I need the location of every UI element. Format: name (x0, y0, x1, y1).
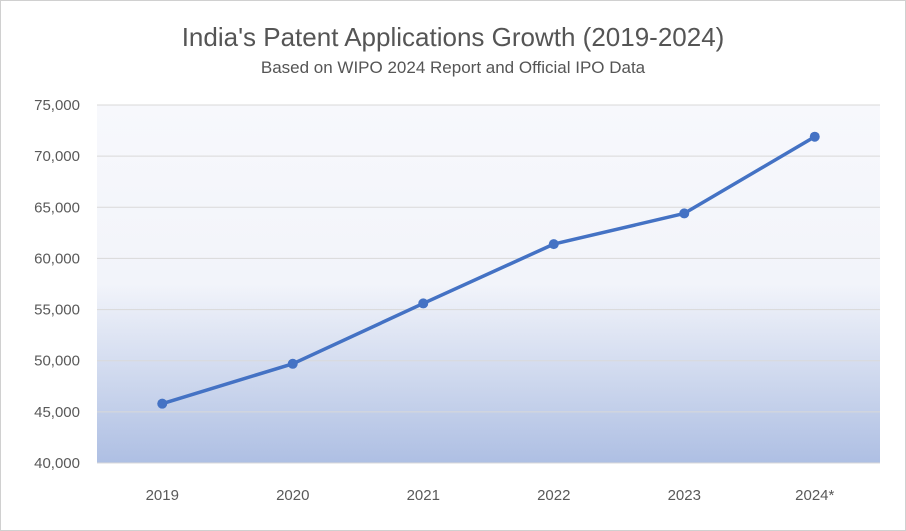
y-tick-label: 50,000 (34, 353, 80, 370)
x-tick-label: 2021 (407, 487, 440, 504)
y-tick-label: 60,000 (34, 250, 80, 267)
y-tick-label: 45,000 (34, 404, 80, 421)
y-tick-label: 75,000 (34, 97, 80, 114)
x-tick-label: 2023 (668, 487, 701, 504)
series-line (160, 134, 817, 406)
y-tick-label: 55,000 (34, 302, 80, 319)
chart-title: India's Patent Applications Growth (2019… (181, 22, 725, 52)
data-point (287, 358, 298, 369)
data-point (548, 239, 559, 250)
data-point (809, 131, 820, 142)
chart-subtitle: Based on WIPO 2024 Report and Official I… (260, 58, 646, 77)
x-tick-label: 2019 (146, 487, 179, 504)
y-tick-label: 40,000 (34, 455, 80, 472)
x-tick-label: 2022 (537, 487, 570, 504)
plot-area (97, 105, 880, 463)
data-point (157, 398, 168, 409)
y-tick-label: 70,000 (34, 148, 80, 165)
y-tick-label: 65,000 (34, 199, 80, 216)
data-point (679, 208, 690, 219)
data-point (418, 298, 429, 309)
x-tick-label: 2020 (276, 487, 309, 504)
x-tick-label: 2024* (795, 487, 834, 504)
